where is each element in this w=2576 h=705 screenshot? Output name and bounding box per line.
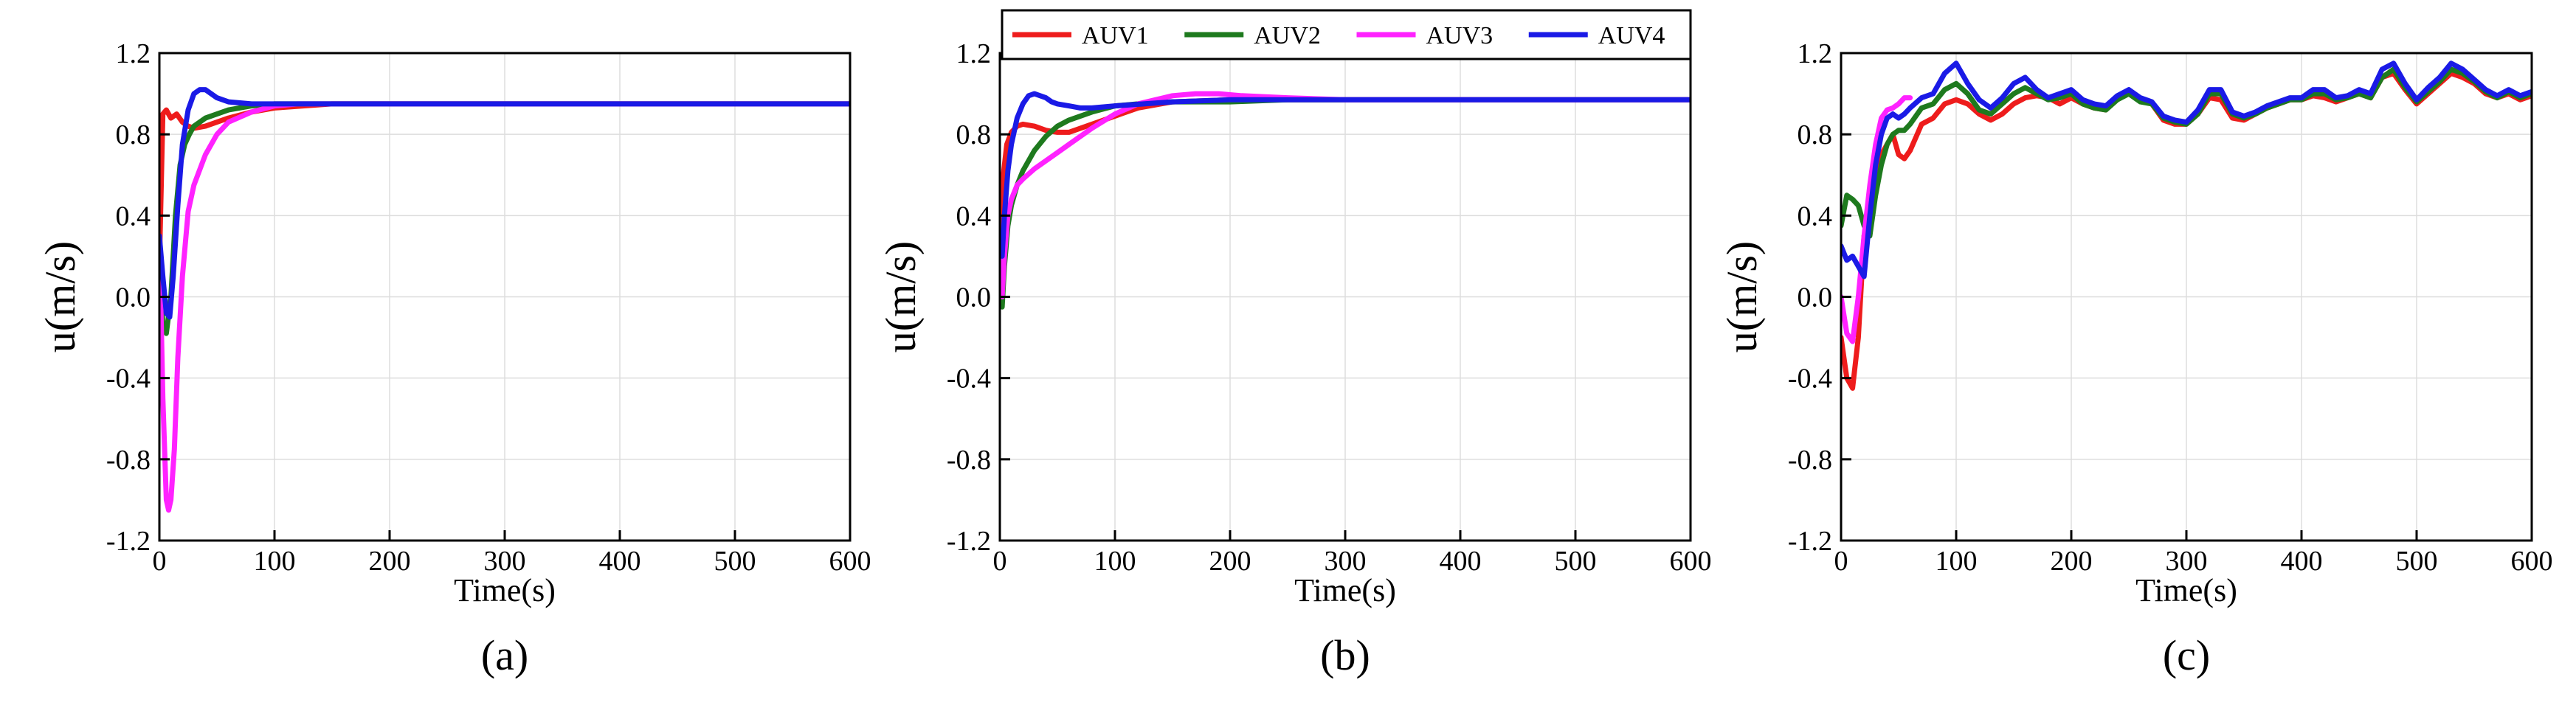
series-line-auv4 (159, 87, 850, 320)
x-tick-label: 200 (2051, 546, 2093, 577)
x-axis-label: Time(s) (1294, 572, 1396, 608)
y-tick-label: 0.8 (116, 119, 151, 150)
y-tick-label: -0.4 (947, 364, 991, 395)
series-line-auv4 (1000, 91, 1691, 259)
legend-label-auv2: AUV2 (1254, 22, 1321, 49)
x-tick-label: 100 (254, 546, 296, 577)
x-tick-label: 500 (1555, 546, 1597, 577)
x-tick-label: 500 (2396, 546, 2438, 577)
panel-label: (c) (2163, 631, 2210, 679)
series-line-auv3 (1841, 95, 1913, 344)
y-axis-label: u(m/s) (877, 241, 925, 352)
y-tick-label: 1.2 (116, 38, 151, 69)
y-axis-label: u(m/s) (1718, 241, 1766, 352)
x-tick-label: 0 (1834, 546, 1848, 577)
y-tick-label: 0.0 (956, 282, 992, 313)
y-tick-label: -1.2 (947, 526, 991, 557)
x-tick-label: 100 (1936, 546, 1978, 577)
y-tick-label: 1.2 (956, 38, 992, 69)
y-axis-label: u(m/s) (36, 241, 84, 352)
y-tick-label: 0.0 (1798, 282, 1833, 313)
y-tick-label: -1.2 (106, 526, 151, 557)
y-tick-label: -0.4 (1788, 364, 1832, 395)
x-tick-label: 300 (484, 546, 526, 577)
x-tick-label: 200 (369, 546, 411, 577)
y-tick-label: -0.8 (1788, 445, 1832, 476)
y-tick-label: 0.4 (956, 201, 992, 232)
x-tick-label: 300 (1325, 546, 1367, 577)
y-tick-label: 1.2 (1798, 38, 1833, 69)
y-tick-label: -0.8 (947, 445, 991, 476)
legend-label-auv4: AUV4 (1598, 22, 1665, 49)
x-tick-label: 400 (1440, 546, 1482, 577)
x-tick-label: 600 (829, 546, 871, 577)
legend-label-auv1: AUV1 (1082, 22, 1149, 49)
series-line-auv4 (1841, 60, 2532, 279)
x-tick-label: 600 (1670, 546, 1712, 577)
x-tick-label: 100 (1094, 546, 1136, 577)
y-tick-label: 0.0 (116, 282, 151, 313)
x-tick-label: 400 (2281, 546, 2323, 577)
x-tick-label: 300 (2166, 546, 2208, 577)
x-axis-label: Time(s) (2135, 572, 2237, 608)
panel-label: (b) (1320, 631, 1370, 679)
x-tick-label: 600 (2511, 546, 2553, 577)
y-tick-label: 0.8 (956, 119, 992, 150)
x-tick-label: 500 (714, 546, 756, 577)
legend: AUV1 AUV2 AUV3 AUV4 (1001, 9, 1692, 60)
y-tick-label: 0.4 (1798, 201, 1833, 232)
panel-label: (a) (481, 631, 528, 679)
x-tick-label: 400 (599, 546, 641, 577)
y-tick-label: 0.4 (116, 201, 151, 232)
y-tick-label: -1.2 (1788, 526, 1832, 557)
panel-0: 0 100 200 300 400 500 600 -1.2 -0.8 -0.4 0.0 0.4 0.8… (36, 38, 871, 679)
panel-1: 0 100 200 300 400 500 600 -1.2 -0.8 -0.4 0.0 0.4 0.8… (877, 9, 1712, 679)
x-axis-label: Time(s) (454, 572, 556, 608)
x-tick-label: 0 (993, 546, 1007, 577)
y-tick-label: 0.8 (1798, 119, 1833, 150)
y-tick-label: -0.4 (106, 364, 151, 395)
panel-2: 0 100 200 300 400 500 600 -1.2 -0.8 -0.4 0.0 0.4 0.8… (1718, 38, 2553, 679)
x-tick-label: 0 (153, 546, 167, 577)
y-tick-label: -0.8 (106, 445, 151, 476)
legend-label-auv3: AUV3 (1426, 22, 1494, 49)
x-tick-label: 200 (1209, 546, 1251, 577)
